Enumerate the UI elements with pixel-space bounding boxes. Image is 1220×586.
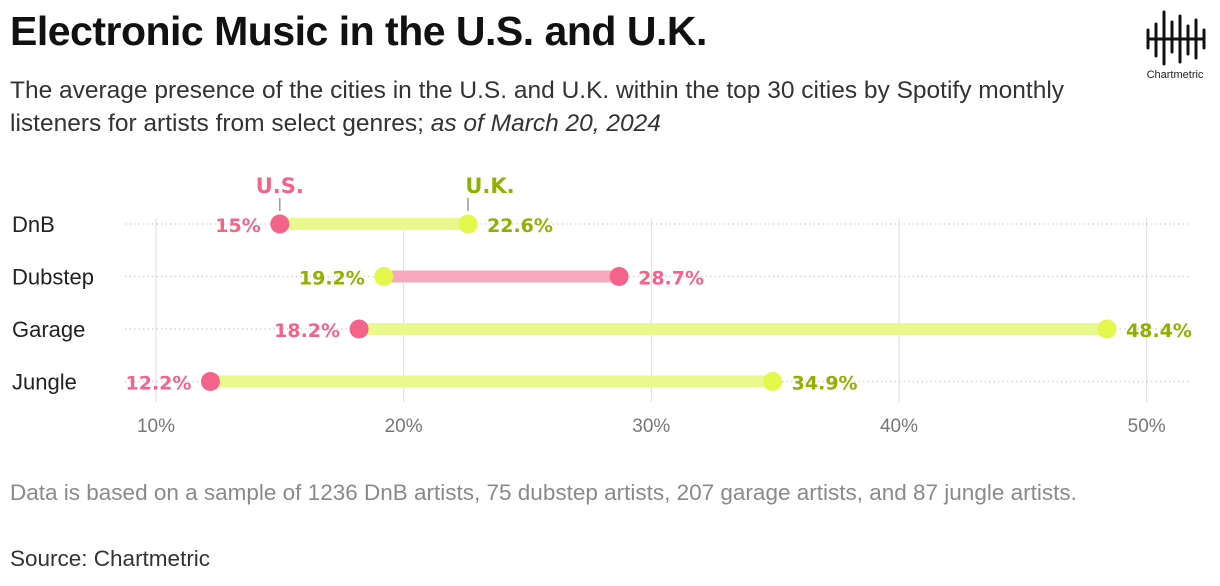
us-value-label: 12.2% <box>126 373 192 395</box>
category-label: DnB <box>12 212 55 237</box>
subtitle-text: The average presence of the cities in th… <box>10 77 1065 137</box>
source-line: Source: Chartmetric <box>10 546 211 571</box>
us-value-label: 18.2% <box>274 320 340 342</box>
uk-value-label: 34.9% <box>792 373 858 395</box>
uk-point <box>458 214 478 234</box>
x-tick-label: 10% <box>137 416 175 437</box>
subtitle-date: as of March 20, 2024 <box>430 110 661 137</box>
x-tick-label: 50% <box>1128 416 1166 437</box>
uk-value-label: 19.2% <box>299 268 365 290</box>
uk-value-label: 48.4% <box>1126 320 1192 342</box>
dumbbell-chart: 10% 20% 30% 40% 50% DnB 15% 22.6% Dubstep 28.7% 19… <box>12 174 1192 437</box>
chart-title: Electronic Music in the U.S. and U.K. <box>10 8 707 54</box>
data-note: Data is based on a sample of 1236 DnB ar… <box>10 480 1077 505</box>
legend-us: U.S. <box>256 174 304 198</box>
us-point <box>200 372 220 391</box>
chart-subtitle: The average presence of the cities in th… <box>10 74 1120 140</box>
us-point <box>349 319 369 339</box>
category-label: Dubstep <box>12 265 94 290</box>
chartmetric-logo-icon <box>1146 10 1206 66</box>
x-tick-label: 20% <box>385 416 423 437</box>
chartmetric-logo: Chartmetric <box>1140 8 1210 81</box>
category-label: Garage <box>12 317 85 342</box>
us-value-label: 15% <box>215 215 260 237</box>
uk-point <box>1097 319 1117 339</box>
x-tick-label: 40% <box>880 416 918 437</box>
uk-point <box>763 372 783 391</box>
us-value-label: 28.7% <box>638 268 704 290</box>
x-tick-label: 30% <box>632 416 670 437</box>
us-point <box>270 214 290 234</box>
category-label: Jungle <box>12 370 77 395</box>
logo-wordmark: Chartmetric <box>1146 69 1204 81</box>
uk-value-label: 22.6% <box>487 215 553 237</box>
us-point <box>609 267 629 286</box>
uk-point <box>374 267 394 286</box>
legend-uk: U.K. <box>465 174 514 198</box>
